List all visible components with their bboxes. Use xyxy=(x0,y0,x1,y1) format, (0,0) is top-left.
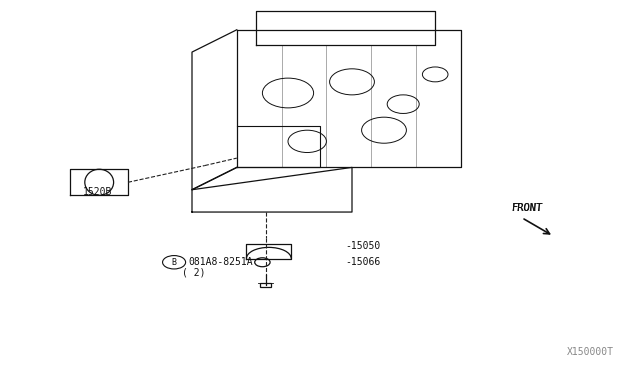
Bar xyxy=(260,283,271,287)
Text: -15050: -15050 xyxy=(346,241,381,250)
Text: B: B xyxy=(172,258,177,267)
Text: 081A8-8251A: 081A8-8251A xyxy=(189,257,253,267)
Text: FRONT: FRONT xyxy=(512,203,543,213)
Text: 1520B: 1520B xyxy=(83,187,112,196)
Text: -15066: -15066 xyxy=(346,257,381,267)
Text: ( 2): ( 2) xyxy=(182,267,206,277)
Text: FRONT: FRONT xyxy=(512,203,543,213)
Text: X150000T: X150000T xyxy=(568,347,614,357)
